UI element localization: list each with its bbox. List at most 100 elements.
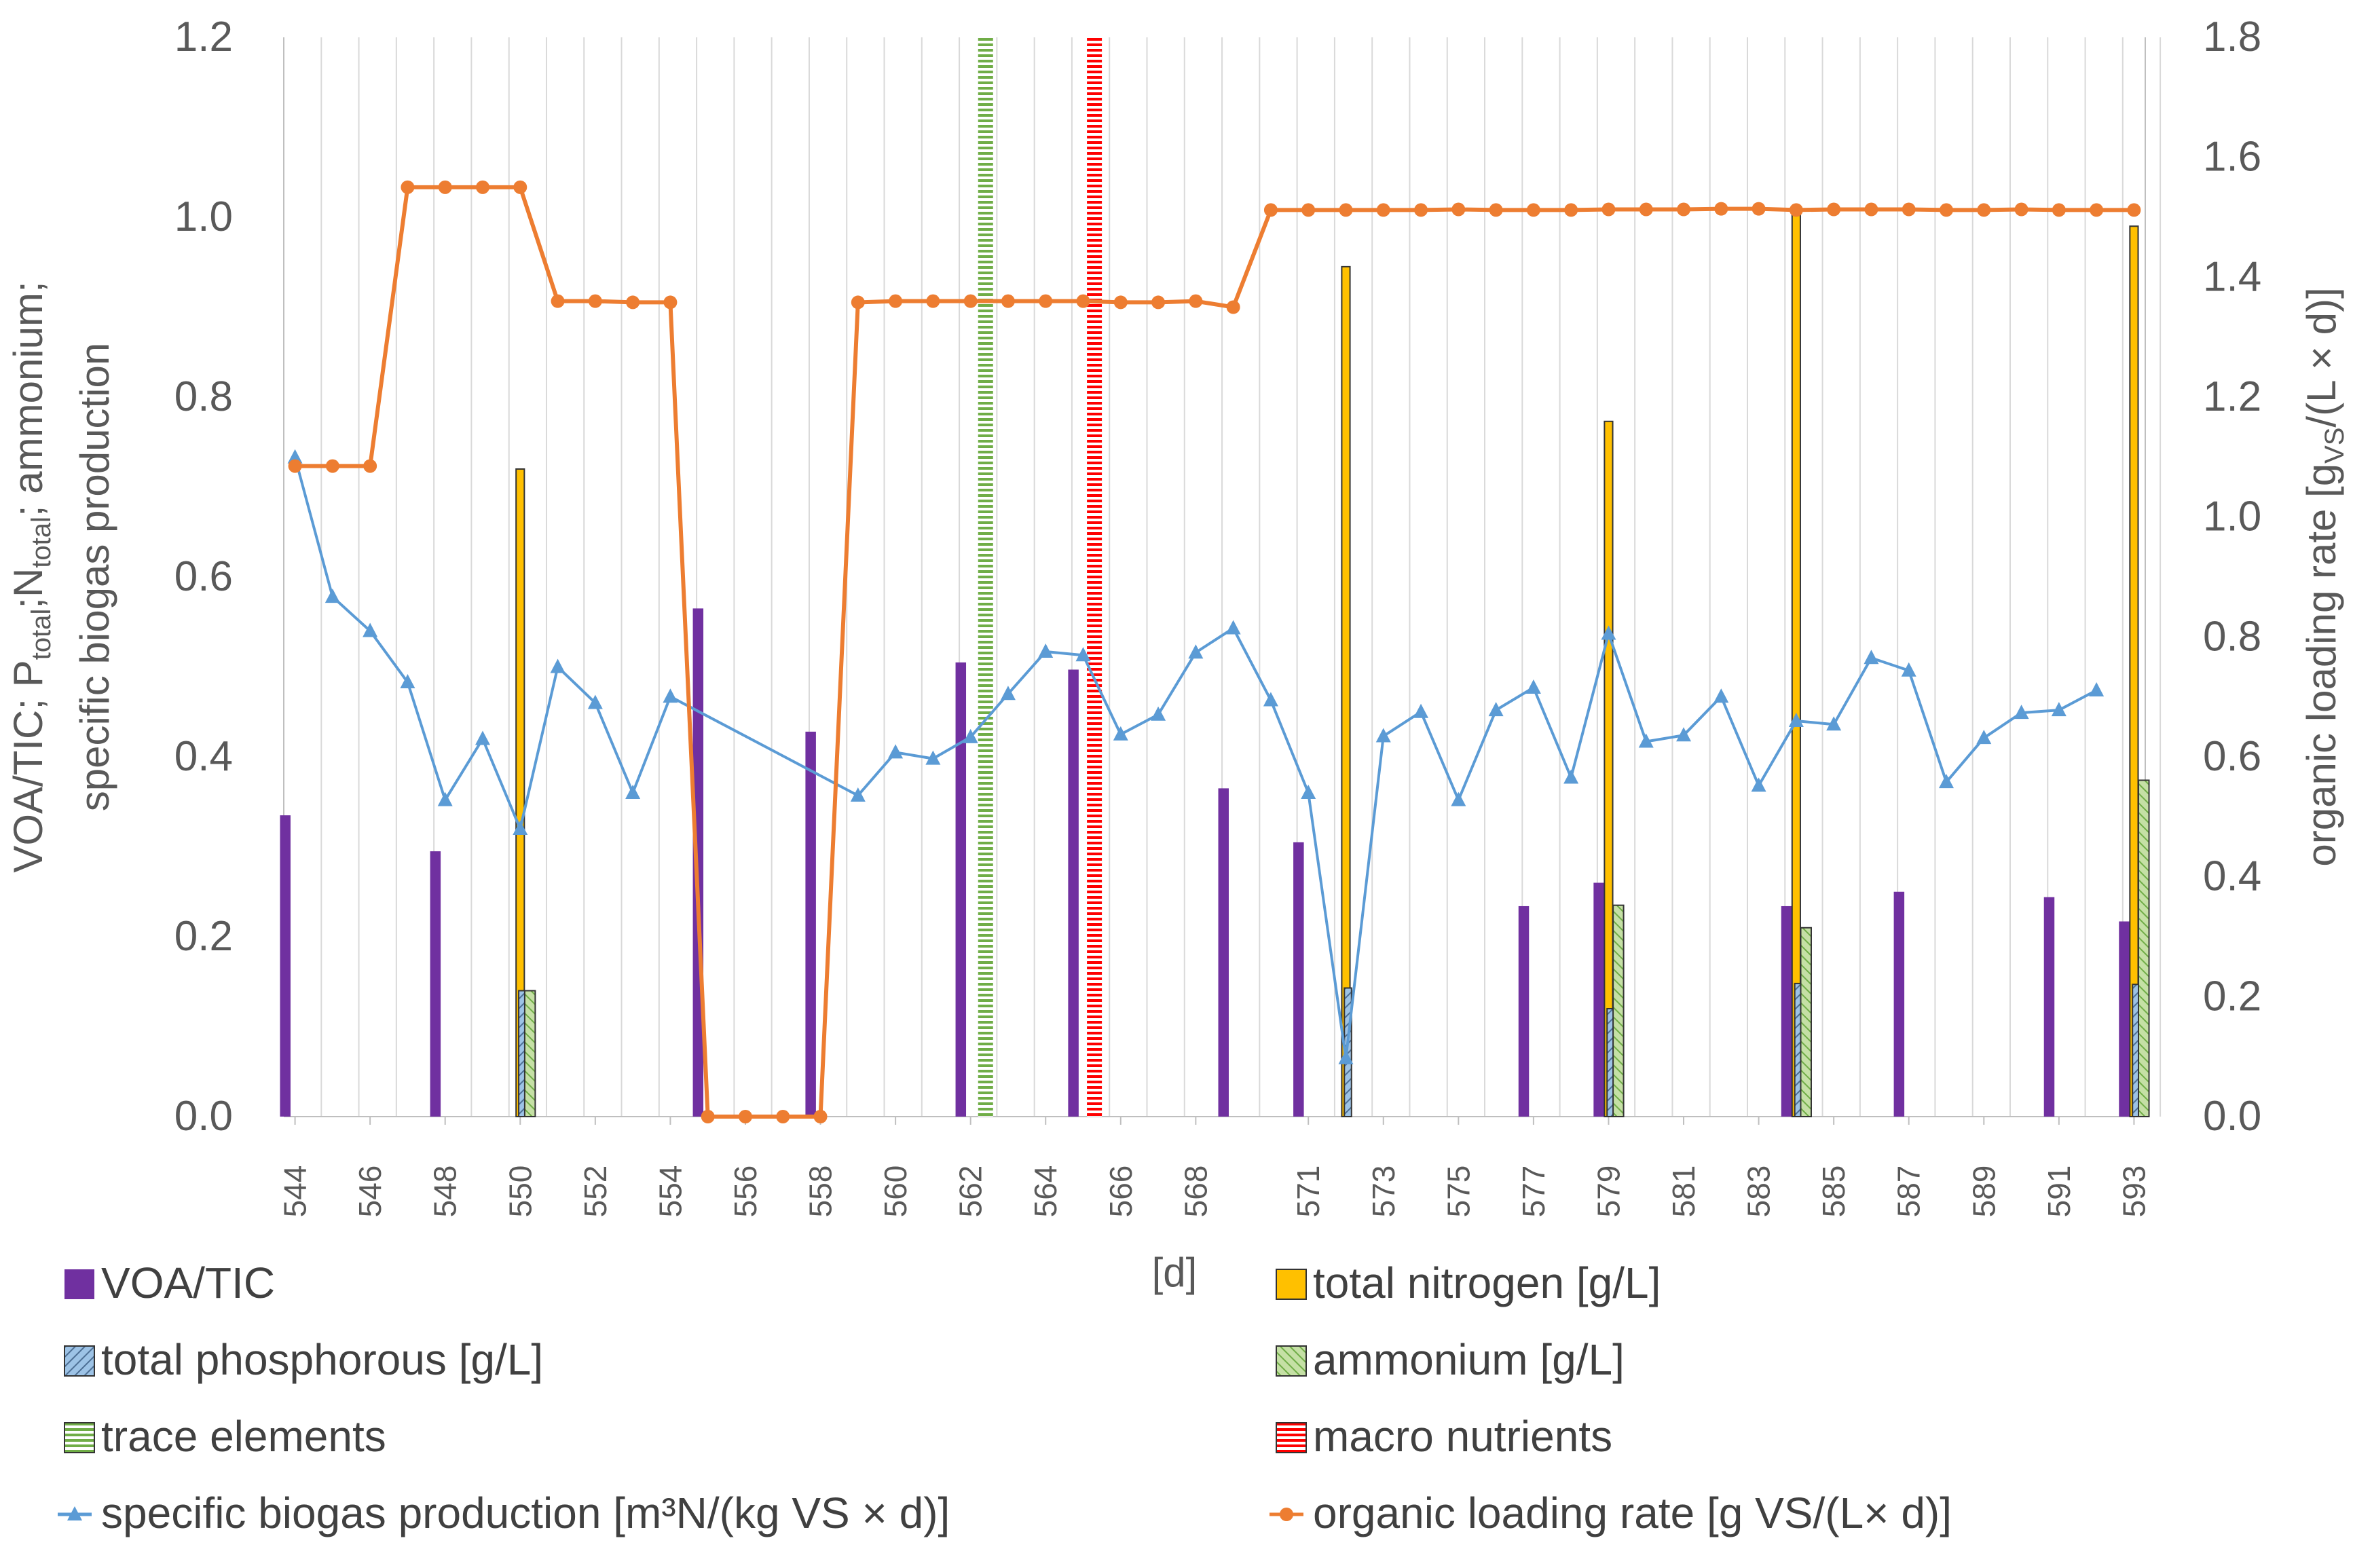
point-7 [2014,202,2028,217]
y-right-tick-label: 1.4 [2203,253,2261,300]
legend-marker [67,1506,82,1520]
legend-label: organic loading rate [g VS/(L× d)] [1313,1489,1952,1537]
bar-0 [805,731,816,1117]
point-7 [889,294,903,308]
point-6 [587,694,603,709]
x-axis-title: [d] [1152,1250,1198,1295]
point-7 [1301,203,1316,217]
x-tick-label: 548 [428,1165,463,1218]
point-6 [1301,785,1316,799]
point-7 [1677,202,1691,217]
point-7 [401,180,415,194]
x-tick-label: 556 [728,1165,763,1218]
point-7 [926,294,940,308]
y-left-tick-label: 0.8 [174,373,233,420]
y-left-tick-label: 0.4 [174,733,233,780]
point-7 [588,294,602,308]
y-right-tick-label: 1.2 [2203,373,2261,420]
point-6 [963,728,978,743]
bar-0 [2119,921,2130,1117]
bar-0 [1781,906,1792,1117]
point-7 [1940,203,1954,217]
bar-0 [280,815,291,1117]
point-6 [1939,774,1954,789]
x-tick-label: 581 [1666,1165,1701,1218]
x-tick-label: 544 [278,1165,313,1218]
point-6 [1676,727,1692,742]
legend-label: total phosphorous [g/L] [101,1335,543,1384]
point-6 [925,750,941,765]
point-6 [1225,620,1241,635]
point-6 [550,658,566,673]
point-6 [1826,716,1842,731]
point-7 [626,295,640,310]
bar-3 [2138,779,2150,1117]
legend-marker [1280,1508,1293,1521]
x-tick-label: 573 [1366,1165,1401,1218]
y-right-tick-label: 0.8 [2203,613,2261,660]
point-6 [325,589,340,603]
point-6 [1151,706,1166,721]
point-6 [400,674,415,689]
y-left-tick-label: 1.2 [174,14,233,60]
point-6 [1113,726,1128,741]
bar-0 [1068,669,1079,1117]
x-tick-label: 583 [1741,1165,1777,1218]
point-7 [738,1110,752,1123]
bar-0 [1518,906,1530,1117]
legend-swatch [64,1345,95,1377]
x-tick-label: 554 [652,1165,688,1218]
x-tick-label: 564 [1028,1165,1063,1218]
point-7 [2052,203,2066,217]
y-right-tick-label: 0.6 [2203,733,2261,780]
bar-0 [1293,842,1304,1117]
x-tick-label: 577 [1516,1165,1551,1218]
point-6 [850,787,866,802]
point-7 [1639,202,1653,217]
x-tick-label: 546 [352,1165,388,1218]
point-7 [1489,203,1503,217]
point-7 [1414,203,1428,217]
bar-3 [1612,904,1625,1117]
y-left-tick-label: 0.0 [174,1093,233,1140]
point-7 [663,295,678,310]
legend-label: total nitrogen [g/L] [1313,1258,1661,1307]
point-7 [701,1110,715,1123]
y-left-axis-title: VOA/TIC; Ptotal;Ntotal; ammonium; [5,281,56,872]
point-7 [2127,203,2141,217]
point-7 [1226,300,1240,314]
point-6 [888,744,904,759]
point-7 [851,295,865,310]
legend-label: VOA/TIC [101,1258,275,1307]
y-left-axis-title-line2: specific biogas production [72,343,117,811]
point-7 [475,180,489,194]
y-left-tick-label: 0.2 [174,913,233,960]
legend-label: ammonium [g/L] [1313,1335,1625,1384]
x-tick-label: 566 [1103,1165,1138,1218]
point-7 [325,459,339,473]
point-6 [1751,777,1766,792]
bar-1 [1791,214,1801,1117]
point-7 [1977,203,1991,217]
point-7 [438,180,452,194]
point-6 [1788,713,1804,727]
y-right-tick-label: 0.2 [2203,973,2261,1020]
point-6 [1713,688,1729,703]
x-tick-label: 579 [1591,1165,1626,1218]
bar-3 [523,990,536,1117]
bar-0 [2043,897,2055,1117]
point-7 [2090,203,2104,217]
point-6 [1563,769,1579,784]
point-6 [287,449,303,464]
bar-3 [1800,927,1812,1117]
point-6 [1451,791,1466,806]
point-7 [1189,294,1203,308]
x-tick-label: 587 [1891,1165,1927,1218]
point-6 [1976,730,1992,745]
legend-label: specific biogas production [m³N/(kg VS ×… [101,1489,950,1537]
point-6 [1338,1049,1354,1064]
y-right-tick-label: 0.4 [2203,853,2261,900]
point-6 [437,791,453,806]
legend-swatch [1276,1269,1307,1300]
